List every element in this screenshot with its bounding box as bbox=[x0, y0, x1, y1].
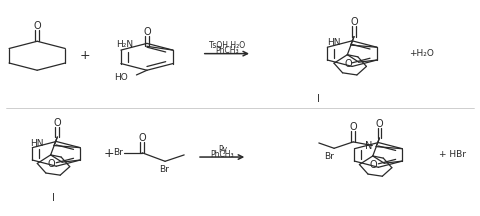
Text: O: O bbox=[48, 159, 55, 169]
Text: +: + bbox=[104, 147, 114, 160]
Text: Br: Br bbox=[113, 148, 123, 157]
Text: I: I bbox=[52, 192, 55, 203]
Text: O: O bbox=[144, 27, 151, 37]
Text: HN: HN bbox=[30, 139, 44, 148]
Text: O: O bbox=[349, 122, 357, 132]
Text: Br: Br bbox=[159, 165, 169, 174]
Text: PhCH₃: PhCH₃ bbox=[211, 150, 234, 159]
Text: N: N bbox=[365, 141, 372, 151]
Text: O: O bbox=[370, 160, 378, 170]
Text: O: O bbox=[34, 21, 41, 31]
Text: + HBr: + HBr bbox=[439, 150, 466, 159]
Text: Br: Br bbox=[324, 152, 334, 161]
Text: +H₂O: +H₂O bbox=[409, 49, 434, 58]
Text: O: O bbox=[54, 118, 61, 128]
Text: H₂N: H₂N bbox=[116, 40, 133, 49]
Text: Py: Py bbox=[218, 145, 227, 154]
Text: PhCH₃: PhCH₃ bbox=[216, 46, 239, 55]
Text: TsOH H₂O: TsOH H₂O bbox=[209, 41, 245, 50]
Text: O: O bbox=[345, 59, 352, 69]
Text: O: O bbox=[138, 133, 146, 143]
Text: +: + bbox=[80, 49, 90, 62]
Text: O: O bbox=[376, 119, 383, 129]
Text: HN: HN bbox=[327, 38, 340, 48]
Text: I: I bbox=[317, 94, 320, 105]
Text: O: O bbox=[350, 17, 358, 27]
Text: HO: HO bbox=[114, 73, 128, 82]
